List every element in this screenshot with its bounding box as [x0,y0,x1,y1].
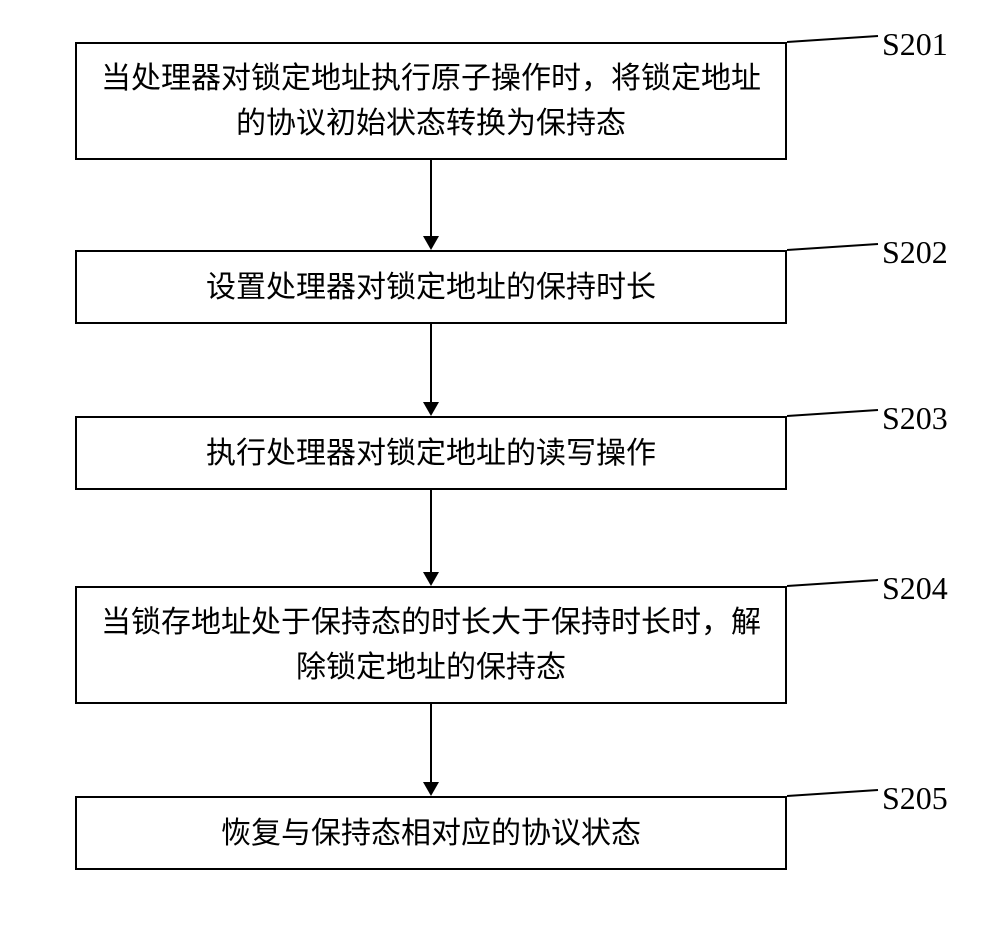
step-text: 当处理器对锁定地址执行原子操作时，将锁定地址的协议初始状态转换为保持态 [97,56,765,146]
arrow-1 [430,160,432,236]
step-box-s204: 当锁存地址处于保持态的时长大于保持时长时，解除锁定地址的保持态 [75,586,787,704]
label-connector-s201 [787,32,882,46]
step-text: 设置处理器对锁定地址的保持时长 [206,265,656,310]
arrow-head-1 [423,236,439,250]
arrow-head-3 [423,572,439,586]
step-box-s202: 设置处理器对锁定地址的保持时长 [75,250,787,324]
flowchart-container: 当处理器对锁定地址执行原子操作时，将锁定地址的协议初始状态转换为保持态 S201… [0,0,1000,944]
step-label-s204: S204 [882,570,948,607]
arrow-4 [430,704,432,782]
step-text: 恢复与保持态相对应的协议状态 [221,811,641,856]
arrow-2 [430,324,432,402]
label-connector-s205 [787,786,882,800]
label-connector-s203 [787,406,882,420]
arrow-head-4 [423,782,439,796]
arrow-head-2 [423,402,439,416]
step-box-s201: 当处理器对锁定地址执行原子操作时，将锁定地址的协议初始状态转换为保持态 [75,42,787,160]
step-label-s201: S201 [882,26,948,63]
step-box-s203: 执行处理器对锁定地址的读写操作 [75,416,787,490]
label-connector-s204 [787,576,882,590]
step-text: 当锁存地址处于保持态的时长大于保持时长时，解除锁定地址的保持态 [97,600,765,690]
step-label-s205: S205 [882,780,948,817]
arrow-3 [430,490,432,572]
label-connector-s202 [787,240,882,254]
step-label-s203: S203 [882,400,948,437]
step-label-s202: S202 [882,234,948,271]
step-text: 执行处理器对锁定地址的读写操作 [206,431,656,476]
step-box-s205: 恢复与保持态相对应的协议状态 [75,796,787,870]
